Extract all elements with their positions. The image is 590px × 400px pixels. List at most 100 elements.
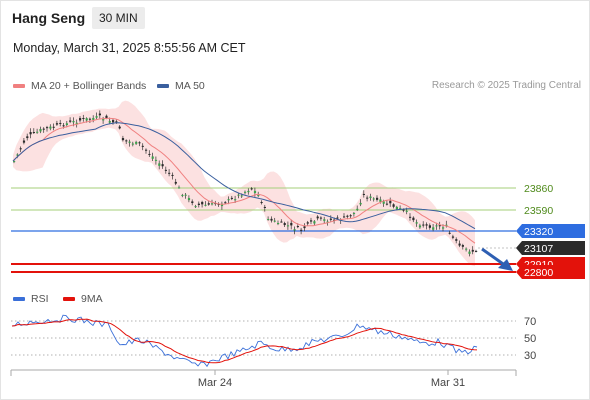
candle-body bbox=[131, 143, 134, 145]
candle-body bbox=[392, 204, 395, 207]
candle-body bbox=[128, 141, 131, 143]
candle-body bbox=[234, 199, 237, 201]
candle-body bbox=[187, 198, 191, 201]
x-axis-label: Mar 24 bbox=[198, 377, 232, 389]
level-tag-22800 bbox=[516, 265, 585, 279]
candle-body bbox=[448, 232, 451, 234]
candle-body bbox=[178, 187, 181, 189]
candle-body bbox=[267, 219, 270, 221]
candle-body bbox=[29, 132, 32, 135]
candle-body bbox=[333, 219, 336, 221]
candle-body bbox=[418, 225, 422, 228]
candle-body bbox=[356, 208, 359, 210]
candle-body bbox=[415, 222, 418, 224]
candle-body bbox=[98, 113, 101, 116]
candle-body bbox=[112, 120, 115, 123]
candle-body bbox=[75, 122, 78, 125]
candle-body bbox=[369, 196, 372, 199]
candle-body bbox=[207, 203, 210, 205]
candle-body bbox=[161, 164, 164, 167]
candle-body bbox=[263, 206, 266, 208]
rsi-ma-line bbox=[11, 318, 478, 364]
candle-body bbox=[280, 221, 283, 223]
rsi-ma-swatch bbox=[63, 297, 75, 301]
candle-body bbox=[108, 121, 111, 123]
candle-body bbox=[220, 203, 224, 207]
candle-body bbox=[385, 203, 389, 205]
candle-body bbox=[230, 197, 233, 199]
candle-body bbox=[336, 217, 339, 219]
rsi-line bbox=[11, 314, 478, 368]
level-label-23860: 23860 bbox=[524, 183, 553, 195]
candle-body bbox=[52, 126, 55, 128]
candle-body bbox=[313, 221, 316, 224]
ma20-line bbox=[12, 117, 476, 244]
level-label-22800: 22800 bbox=[524, 267, 553, 279]
legend-ma50-label: MA 50 bbox=[175, 80, 205, 92]
candle-body bbox=[16, 154, 19, 156]
candle-body bbox=[455, 239, 458, 241]
timeframe-button[interactable]: 30 MIN bbox=[92, 7, 145, 29]
candle-body bbox=[409, 216, 412, 218]
candle-body bbox=[22, 140, 26, 143]
candle-body bbox=[82, 117, 85, 119]
candle-body bbox=[372, 198, 375, 200]
candle-body bbox=[184, 194, 187, 196]
legend-ma20: MA 20 + Bollinger Bands bbox=[13, 80, 146, 92]
candle-body bbox=[395, 206, 398, 210]
candle-body bbox=[343, 216, 346, 218]
candle-body bbox=[366, 197, 369, 199]
candle-body bbox=[349, 215, 352, 217]
candle-body bbox=[227, 199, 230, 201]
rsi-swatch bbox=[13, 297, 25, 301]
candle-body bbox=[306, 222, 309, 224]
candle-body bbox=[197, 203, 200, 205]
candle-body bbox=[422, 224, 425, 226]
candle-body bbox=[237, 194, 240, 196]
candle-body bbox=[359, 202, 362, 205]
candle-body bbox=[471, 249, 474, 252]
candle-body bbox=[141, 145, 144, 147]
candle-body bbox=[442, 227, 445, 229]
ma50-line bbox=[12, 122, 476, 230]
candle-body bbox=[115, 121, 118, 123]
candle-body bbox=[468, 251, 471, 254]
rsi-level-label-30: 30 bbox=[524, 350, 536, 362]
candle-body bbox=[438, 225, 441, 227]
candle-body bbox=[154, 159, 158, 161]
candle-body bbox=[59, 122, 62, 124]
candle-body bbox=[319, 217, 323, 219]
candle-body bbox=[445, 224, 448, 227]
candle-body bbox=[72, 120, 75, 123]
level-tag-23107 bbox=[516, 241, 585, 255]
candle-body bbox=[412, 217, 415, 221]
candle-body bbox=[244, 191, 247, 193]
candle-body bbox=[270, 218, 273, 221]
candle-body bbox=[250, 188, 253, 190]
candle-body bbox=[158, 163, 161, 166]
forecast-arrow bbox=[481, 247, 513, 271]
candle-body bbox=[13, 161, 16, 163]
candle-body bbox=[293, 229, 296, 231]
rsi-panel: 70 50 30 bbox=[11, 314, 536, 368]
legend-rsi-ma-label: 9MA bbox=[81, 293, 103, 305]
level-tag-23320 bbox=[516, 224, 585, 238]
candle-body bbox=[382, 201, 385, 204]
candle-body bbox=[300, 229, 303, 231]
credit-text: Research © 2025 Trading Central bbox=[431, 80, 581, 91]
candle-body bbox=[217, 203, 220, 205]
candle-body bbox=[62, 125, 65, 127]
candle-body bbox=[376, 197, 379, 200]
candle-body bbox=[465, 248, 468, 250]
candle-body bbox=[240, 195, 243, 197]
candle-body bbox=[145, 149, 148, 151]
candle-body bbox=[181, 194, 184, 196]
candle-body bbox=[26, 136, 29, 139]
candle-body bbox=[148, 153, 151, 155]
candle-body bbox=[135, 141, 138, 144]
candle-body bbox=[85, 118, 88, 121]
candle-body bbox=[461, 245, 464, 247]
candle-body bbox=[326, 221, 329, 223]
x-axis: Mar 24 Mar 31 bbox=[10, 369, 517, 389]
